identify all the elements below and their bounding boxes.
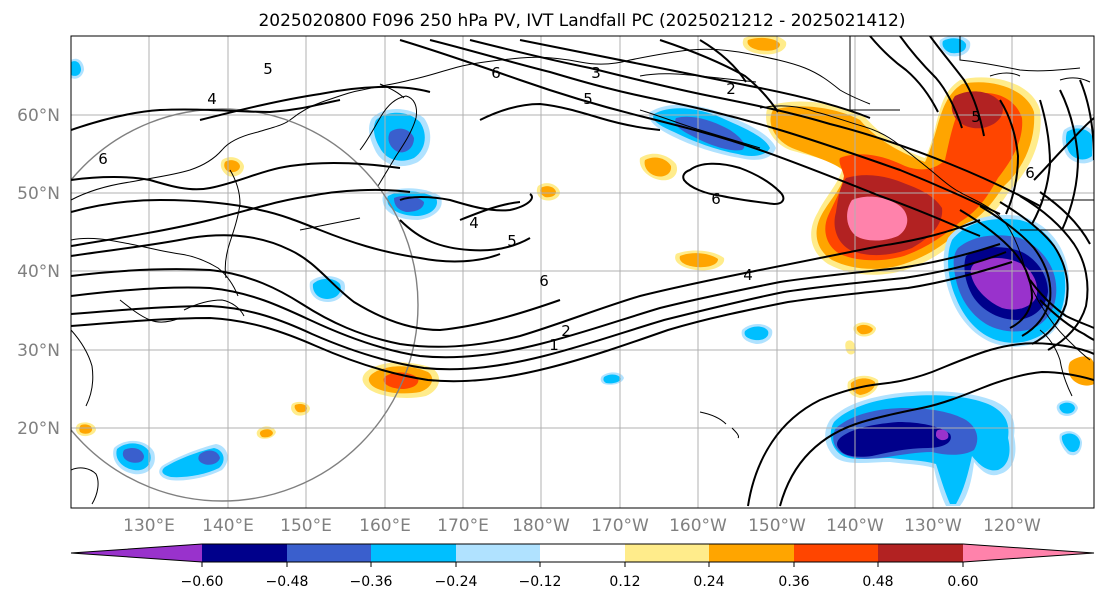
lon-label: 130°E [123,516,175,536]
colorbar-tick-label: −0.24 [435,574,478,590]
negative-anomaly-0.60 [936,429,949,441]
plot-title: 2025020800 F096 250 hPa PV, IVT Landfall… [258,11,905,31]
contour-label: 6 [1025,164,1035,182]
map-frame [70,35,1095,509]
colorbar-bin [625,544,709,562]
radius-circle [71,108,419,502]
contour-label: 6 [98,150,108,168]
lon-label: 150°E [280,516,332,536]
positive-anomaly-blob [294,404,307,413]
negative-anomaly-0.24 [1059,402,1075,414]
lon-label: 170°E [437,516,489,536]
negative-anomaly-0.24 [1065,128,1092,160]
negative-anomaly-0.24 [1061,433,1080,452]
negative-anomaly-0.24 [603,374,621,384]
lon-label: 140°W [826,516,884,536]
contour-label: 4 [743,266,753,284]
contour-label: 1 [549,336,559,354]
negative-anomaly-0.36 [122,448,144,463]
anomaly-shading [71,36,1094,506]
contour-label: 5 [263,60,273,78]
colorbar-tick-label: 0.60 [947,574,978,590]
map-panel: 5 4 6 6 5 2 6 5 6 4 1 2 5 6 4 3 [70,35,1095,509]
colorbar-tick-labels: −0.60 −0.48 −0.36 −0.24 −0.12 0.12 0.24 … [181,574,979,590]
colorbar-tick-label: 0.48 [862,574,893,590]
contour-label: 3 [591,64,601,82]
lat-label: 50°N [17,184,60,204]
colorbar-tick-label: 0.24 [693,574,724,590]
contour-label: 2 [726,80,736,98]
lon-label: 170°W [591,516,649,536]
colorbar-bin [878,544,963,562]
negative-anomaly-0.48 [837,422,951,457]
positive-anomaly-blob [856,324,873,335]
lon-label: 160°E [359,516,411,536]
colorbar-tick-label: −0.12 [519,574,562,590]
colorbar-bin [287,544,371,562]
lat-label: 60°N [17,106,60,126]
latitude-labels: 60°N 50°N 40°N 30°N 20°N [17,106,60,439]
negative-anomaly-0.36 [198,450,220,465]
lon-label: 160°W [669,516,727,536]
colorbar-bin [71,544,202,562]
positive-anomaly-blob [79,424,93,434]
lon-label: 120°W [983,516,1041,536]
colorbar-bin [794,544,878,562]
colorbar-bin [963,544,1094,562]
lon-label: 140°E [202,516,254,536]
positive-anomaly-blob [845,340,856,355]
positive-anomaly-blob [540,186,556,198]
positive-anomaly-blob [644,157,672,177]
contour-label: 4 [207,90,217,108]
positive-anomaly-blob [679,253,718,268]
contour-label: 5 [583,90,593,108]
longitude-labels: 130°E 140°E 150°E 160°E 170°E 180°W 170°… [123,516,1041,536]
colorbar-tick-label: −0.60 [181,574,224,590]
contour-label: 5 [971,108,981,126]
positive-anomaly-0.60 [847,196,908,241]
lat-label: 40°N [17,262,60,282]
contour-label: 5 [507,232,517,250]
contour-label: 6 [491,64,501,82]
colorbar-bin [709,544,794,562]
negative-anomaly-0.24 [744,326,769,341]
colorbar-tick-label: 0.12 [609,574,640,590]
positive-anomaly-blob [747,37,780,51]
lat-label: 30°N [17,341,60,361]
contour-label: 6 [539,272,549,290]
lon-label: 130°W [904,516,962,536]
colorbar: −0.60 −0.48 −0.36 −0.24 −0.12 0.12 0.24 … [70,543,1095,590]
colorbar-bin [202,544,287,562]
colorbar-bin [456,544,540,562]
lon-label: 150°W [748,516,806,536]
contour-label: 4 [469,214,479,232]
colorbar-tick-label: 0.36 [778,574,809,590]
pv-contours [71,36,1094,507]
colorbar-bin [371,544,456,562]
contour-label: 2 [561,322,571,340]
contour-label: 6 [711,190,721,208]
colorbar-tick-label: −0.36 [350,574,393,590]
colorbar-bins [70,543,1095,567]
lat-label: 20°N [17,419,60,439]
colorbar-tick-label: −0.48 [266,574,309,590]
negative-anomaly-0.36 [388,128,414,153]
positive-anomaly-blob [259,429,273,438]
colorbar-bin [540,544,625,562]
lon-label: 180°W [512,516,570,536]
contour-labels: 5 4 6 6 5 2 6 5 6 4 1 2 5 6 4 3 [98,60,1035,354]
negative-anomaly-0.24 [71,61,81,76]
